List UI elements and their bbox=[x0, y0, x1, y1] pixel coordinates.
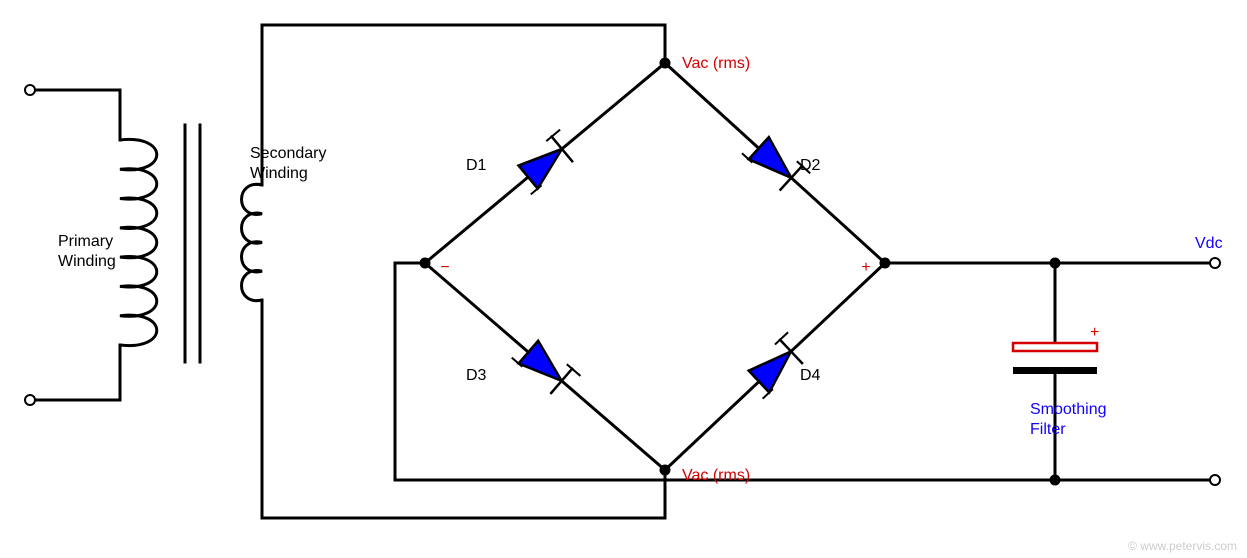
svg-text:Primary: Primary bbox=[58, 233, 113, 250]
capacitor-positive-plate bbox=[1013, 343, 1097, 351]
label-minus: − bbox=[440, 259, 449, 276]
label-primary-winding: Primary Winding bbox=[58, 233, 116, 270]
capacitor-negative-plate bbox=[1013, 367, 1097, 374]
label-d3: D3 bbox=[466, 367, 487, 384]
svg-text:D4: D4 bbox=[800, 367, 821, 384]
svg-text:D2: D2 bbox=[800, 157, 821, 174]
svg-text:D1: D1 bbox=[466, 157, 487, 174]
svg-text:+: + bbox=[1090, 324, 1099, 341]
secondary-coil bbox=[242, 184, 262, 300]
svg-text:Vac (rms): Vac (rms) bbox=[682, 467, 750, 484]
label-vac-top: Vac (rms) bbox=[682, 55, 750, 72]
svg-text:Vac (rms): Vac (rms) bbox=[682, 55, 750, 72]
label-smoothing-filter: Smoothing Filter bbox=[1030, 401, 1107, 438]
diode-d1 bbox=[518, 149, 561, 189]
primary-coil bbox=[120, 139, 157, 345]
svg-text:−: − bbox=[440, 259, 449, 276]
diode-d3 bbox=[519, 341, 562, 381]
svg-text:Winding: Winding bbox=[58, 253, 116, 270]
svg-text:Filter: Filter bbox=[1030, 421, 1066, 438]
label-d2: D2 bbox=[800, 157, 821, 174]
label-plus: + bbox=[861, 259, 870, 276]
svg-text:+: + bbox=[861, 259, 870, 276]
label-cap-plus: + bbox=[1090, 324, 1099, 341]
label-vdc: Vdc bbox=[1195, 235, 1223, 252]
watermark: © www.petervis.com bbox=[1128, 539, 1237, 553]
svg-text:Smoothing: Smoothing bbox=[1030, 401, 1107, 418]
label-d4: D4 bbox=[800, 367, 821, 384]
label-vac-bot: Vac (rms) bbox=[682, 467, 750, 484]
label-d1: D1 bbox=[466, 157, 487, 174]
svg-text:Winding: Winding bbox=[250, 165, 308, 182]
svg-text:Vdc: Vdc bbox=[1195, 235, 1223, 252]
svg-text:Secondary: Secondary bbox=[250, 145, 327, 162]
svg-text:D3: D3 bbox=[466, 367, 487, 384]
